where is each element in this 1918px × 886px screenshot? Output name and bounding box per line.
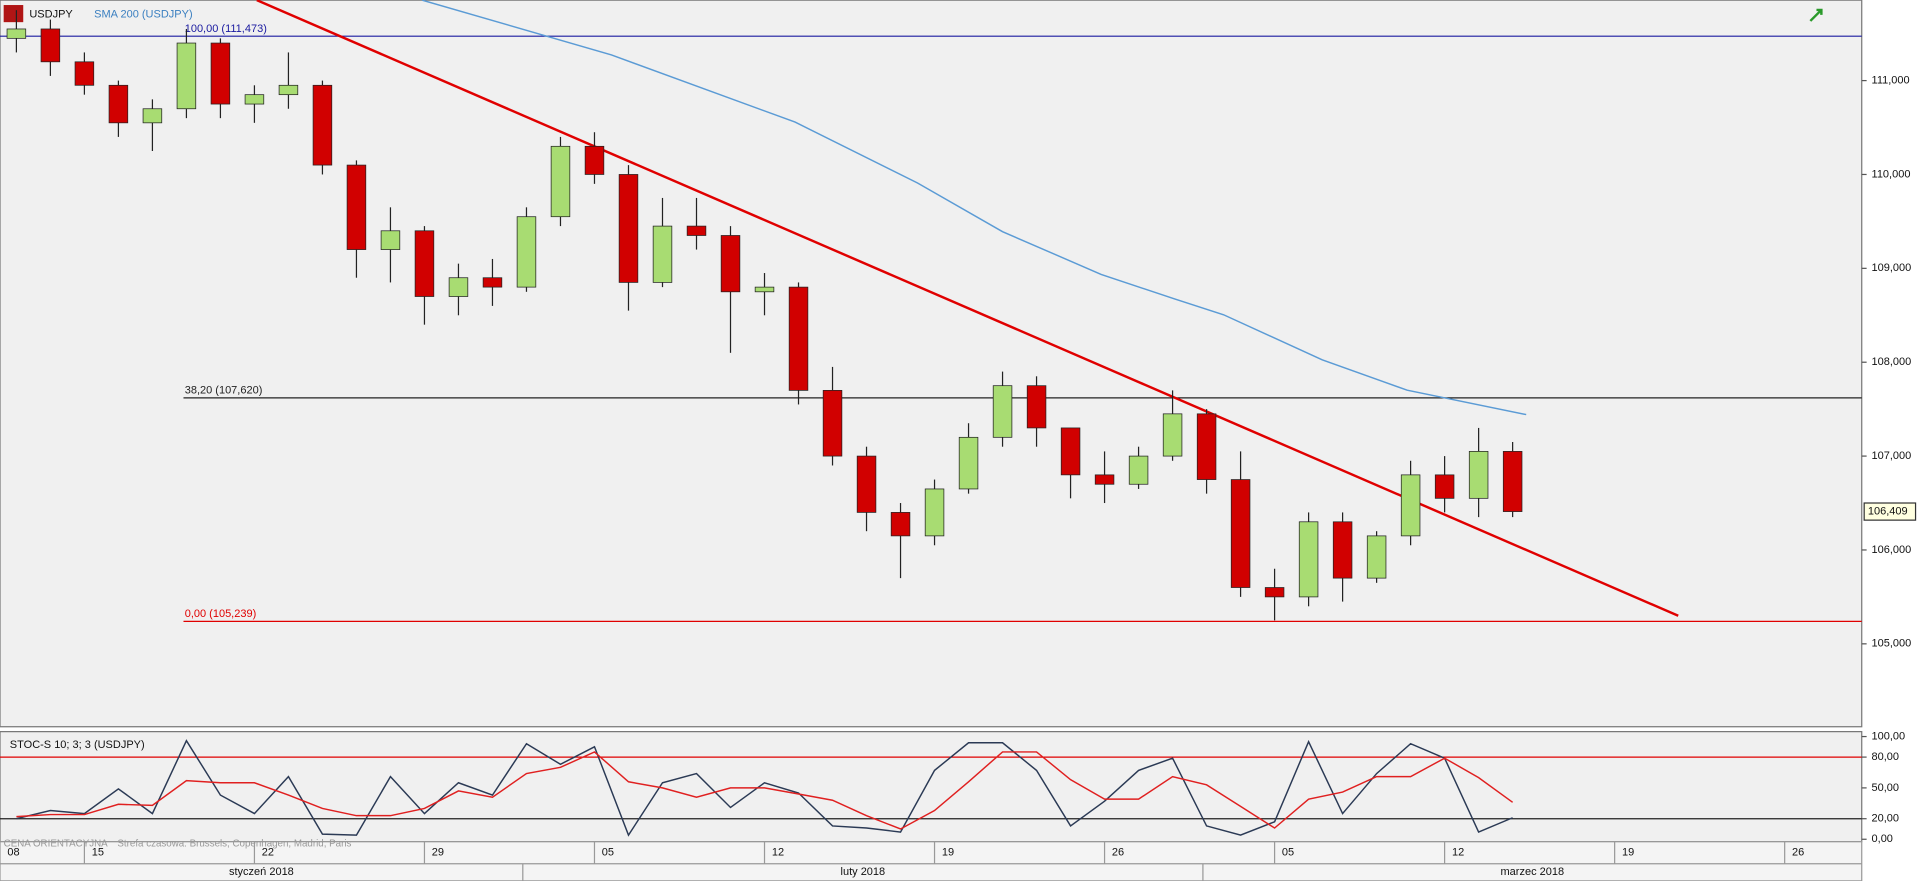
x-tick-label: 26	[1112, 847, 1124, 859]
y-tick-label: 108,000	[1872, 356, 1912, 368]
y-tick-label: 111,000	[1872, 74, 1910, 86]
stoch-panel	[0, 731, 1863, 843]
sma-line	[421, 0, 1527, 416]
candle-body	[550, 145, 571, 218]
candle-body	[788, 286, 809, 391]
candle-body	[1434, 474, 1455, 499]
candle-body	[1366, 535, 1387, 579]
x-tick-label: 19	[1622, 847, 1634, 859]
x-tick-label: 08	[7, 847, 19, 859]
candle-body	[176, 42, 197, 110]
y-tick-label: 20,00	[1872, 813, 1900, 825]
x-tick-label: 22	[262, 847, 274, 859]
candle-body	[754, 286, 775, 293]
candle-body	[890, 512, 911, 537]
candle-body	[414, 230, 435, 297]
candle-body	[720, 235, 741, 293]
y-tick-label: 100,00	[1872, 730, 1906, 742]
x-tick-label: 15	[92, 847, 104, 859]
candle-body	[1128, 455, 1149, 485]
candle-body	[312, 84, 333, 166]
x-tick-label: 12	[1452, 847, 1464, 859]
month-label: luty 2018	[841, 866, 886, 878]
y-tick-label: 109,000	[1872, 262, 1912, 274]
x-tick-label: 26	[1792, 847, 1804, 859]
legend-entry: SMA 200 (USDJPY)	[94, 9, 192, 21]
candle-body	[516, 216, 537, 288]
candle-body	[244, 94, 265, 105]
x-tick-label: 05	[602, 847, 614, 859]
candle-body	[856, 455, 877, 513]
candle-body	[1026, 385, 1047, 429]
y-tick-label: 80,00	[1872, 751, 1900, 763]
level-label: 38,20 (107,620)	[185, 384, 263, 396]
candle-body	[1094, 474, 1115, 485]
level-label: 0,00 (105,239)	[185, 608, 257, 620]
candle-body	[278, 84, 299, 96]
candle-body	[958, 436, 979, 490]
y-tick-label: 0,00	[1872, 833, 1893, 845]
candle-body	[40, 28, 61, 63]
stoch-line	[16, 739, 1513, 837]
candle-body	[822, 390, 843, 457]
footer-timezone: Strefa czasowa: Brussels, Copenhagen, Ma…	[117, 839, 351, 850]
y-tick-label: 50,00	[1872, 782, 1900, 794]
candle-body	[142, 108, 163, 124]
candle-body	[380, 230, 401, 250]
y-tick-label: 110,000	[1872, 168, 1911, 180]
candle-body	[924, 488, 945, 537]
indicator-title: STOC-S 10; 3; 3 (USDJPY)	[10, 739, 145, 751]
candle-body	[1162, 413, 1183, 457]
candle-body	[210, 42, 231, 105]
candle-body	[1400, 474, 1421, 537]
candle-body	[74, 61, 95, 86]
x-tick-label: 29	[432, 847, 444, 859]
candle-body	[448, 277, 469, 297]
x-tick-label: 05	[1282, 847, 1294, 859]
x-axis-panel	[0, 841, 1863, 882]
y-tick-label: 107,000	[1872, 450, 1912, 462]
candle-body	[482, 277, 503, 288]
candle-body	[686, 225, 707, 236]
price-panel	[0, 0, 1863, 728]
candle-body	[1230, 479, 1251, 588]
candle-body	[1468, 451, 1489, 499]
candle-body	[1332, 521, 1353, 579]
candle-body	[1264, 587, 1285, 598]
level-label: 100,00 (111,473)	[185, 23, 267, 35]
trend-line	[256, 0, 1679, 617]
candle-body	[108, 84, 129, 124]
month-label: styczeń 2018	[229, 866, 294, 878]
y-tick-label: 106,000	[1872, 544, 1912, 556]
candle-body	[1196, 413, 1217, 480]
candle-body	[1060, 427, 1081, 476]
candle-body	[1298, 521, 1319, 598]
candle-body	[584, 145, 605, 175]
fx-icon	[3, 5, 24, 23]
last-price-label: 106,409	[1868, 505, 1908, 517]
candle-body	[1502, 451, 1523, 512]
stoch-line	[16, 751, 1514, 830]
trend-icon	[1809, 8, 1823, 22]
candle-body	[618, 174, 639, 283]
symbol: USDJPY	[29, 9, 73, 21]
candle-body	[992, 385, 1013, 438]
last-price-box	[1863, 502, 1917, 521]
y-tick-label: 105,000	[1872, 638, 1912, 650]
candle-body	[346, 164, 367, 250]
candle-body	[6, 28, 27, 39]
x-tick-label: 12	[772, 847, 784, 859]
candle-body	[652, 225, 673, 283]
x-tick-label: 19	[942, 847, 954, 859]
footer-note: CENA ORIENTACYJNA	[4, 839, 108, 850]
month-label: marzec 2018	[1501, 866, 1565, 878]
